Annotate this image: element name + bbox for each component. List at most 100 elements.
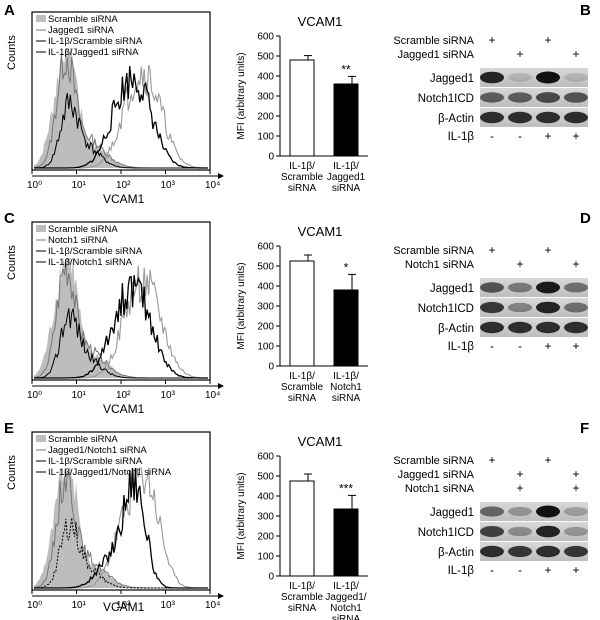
blot-band [536, 301, 560, 314]
blot-strip [480, 522, 588, 541]
panel-letter-B: B [580, 2, 591, 19]
category-label: Scramble [281, 592, 324, 603]
bar [333, 83, 359, 157]
hist-xlabel: VCAM1 [103, 600, 145, 614]
x-tick-label: 10⁴ [205, 390, 220, 401]
x-tick-label: 10⁰ [27, 600, 42, 611]
category-label: IL-1β/ [333, 371, 359, 382]
blot-band [508, 302, 532, 313]
y-tick-label: 400 [257, 72, 274, 83]
x-tick-label: 10¹ [72, 600, 87, 611]
y-tick-label: 300 [257, 92, 274, 103]
blot-band [564, 282, 588, 293]
x-tick-label: 10¹ [72, 180, 87, 191]
y-tick-label: 500 [257, 472, 274, 483]
il1b-sign: - [518, 339, 522, 353]
band-label: Notch1ICD [418, 527, 474, 539]
treatment-label: Scramble siRNA [393, 35, 474, 47]
histogram-il1b-knockdown-line [34, 275, 208, 379]
panel-letter-C: C [4, 210, 15, 227]
bar-chart: VCAM1 0 100 200 300 400 500 600 MFI (arbitrary u… [236, 434, 368, 620]
x-axis-arrow [218, 593, 224, 599]
band-label: Jagged1 [430, 283, 474, 295]
y-tick-label: 100 [257, 132, 274, 143]
x-tick-label: 10³ [161, 180, 176, 191]
bar-chart: VCAM1 0 100 200 300 400 500 600 MFI (arbitrary u… [236, 224, 368, 404]
legend-label: Jagged1 siRNA [48, 25, 115, 36]
band-label: Jagged1 [430, 507, 474, 519]
bar [289, 480, 315, 577]
y-tick-label: 100 [257, 552, 274, 563]
x-tick-label: 10³ [161, 600, 176, 611]
treatment-label: Jagged1 siRNA [398, 49, 475, 61]
blot-band [536, 281, 560, 294]
category-label: Notch1 [330, 382, 362, 393]
treatment-sign: + [516, 481, 523, 495]
category-label: IL-1β/ [289, 581, 315, 592]
category-label: siRNA [332, 393, 361, 404]
chart-title: VCAM1 [298, 224, 343, 239]
il1b-label: IL-1β [448, 131, 475, 143]
legend-swatch [36, 225, 46, 232]
x-tick-label: 10⁰ [27, 180, 42, 191]
blot-band [480, 92, 504, 103]
category-label: Notch1 [330, 603, 362, 614]
x-tick-label: 10² [116, 600, 131, 611]
blot-band [508, 321, 532, 334]
y-tick-label: 500 [257, 262, 274, 273]
treatment-sign: + [572, 481, 579, 495]
y-axis-label: MFI (arbitrary units) [236, 472, 247, 559]
blot-band [480, 506, 504, 517]
il1b-sign: + [544, 339, 551, 353]
blot-band [536, 505, 560, 518]
treatment-sign: + [516, 467, 523, 481]
blot-band [536, 92, 560, 103]
y-tick-label: 100 [257, 342, 274, 353]
significance-marker: *** [339, 481, 353, 495]
treatment-sign: + [516, 257, 523, 271]
bar [289, 59, 315, 157]
legend-label: IL-1β/Scramble siRNA [48, 456, 143, 467]
blot-band [536, 71, 560, 84]
category-label: IL-1β/ [333, 581, 359, 592]
treatment-label: Scramble siRNA [393, 455, 474, 467]
il1b-sign: - [490, 129, 494, 143]
x-tick-label: 10³ [161, 390, 176, 401]
treatment-sign: + [572, 467, 579, 481]
y-tick-label: 400 [257, 492, 274, 503]
y-tick-label: 200 [257, 322, 274, 333]
legend-label: IL-1β/Jagged1 siRNA [48, 47, 139, 58]
y-tick-label: 200 [257, 112, 274, 123]
blot-band [508, 526, 532, 537]
legend-label: Scramble siRNA [48, 14, 118, 25]
y-tick-label: 400 [257, 282, 274, 293]
y-tick-label: 300 [257, 512, 274, 523]
western-blot: Scramble siRNA + + Notch1 siRNA + + Jagged1 Not… [393, 243, 588, 353]
category-label: IL-1β/ [289, 371, 315, 382]
y-tick-label: 0 [268, 362, 274, 373]
blot-band [508, 73, 532, 82]
y-tick-label: 0 [268, 572, 274, 583]
blot-band [564, 73, 588, 82]
blot-strip [480, 298, 588, 317]
il1b-sign: - [518, 563, 522, 577]
histogram-low-peak-line [33, 93, 208, 169]
blot-band [508, 545, 532, 558]
il1b-sign: - [518, 129, 522, 143]
histogram-low-peak-line [33, 517, 208, 589]
treatment-sign: + [544, 33, 551, 47]
legend-label: IL-1β/Scramble siRNA [48, 246, 143, 257]
y-tick-label: 200 [257, 532, 274, 543]
blot-band [508, 92, 532, 103]
il1b-sign: - [490, 339, 494, 353]
il1b-sign: + [544, 563, 551, 577]
western-blot: Scramble siRNA + + Jagged1 siRNA + + Jagged1 No… [393, 33, 588, 143]
treatment-sign: + [516, 47, 523, 61]
category-label: siRNA [332, 614, 361, 620]
y-tick-label: 0 [268, 152, 274, 163]
blot-strip [480, 88, 588, 107]
blot-strip [480, 68, 588, 87]
blot-band [480, 282, 504, 293]
